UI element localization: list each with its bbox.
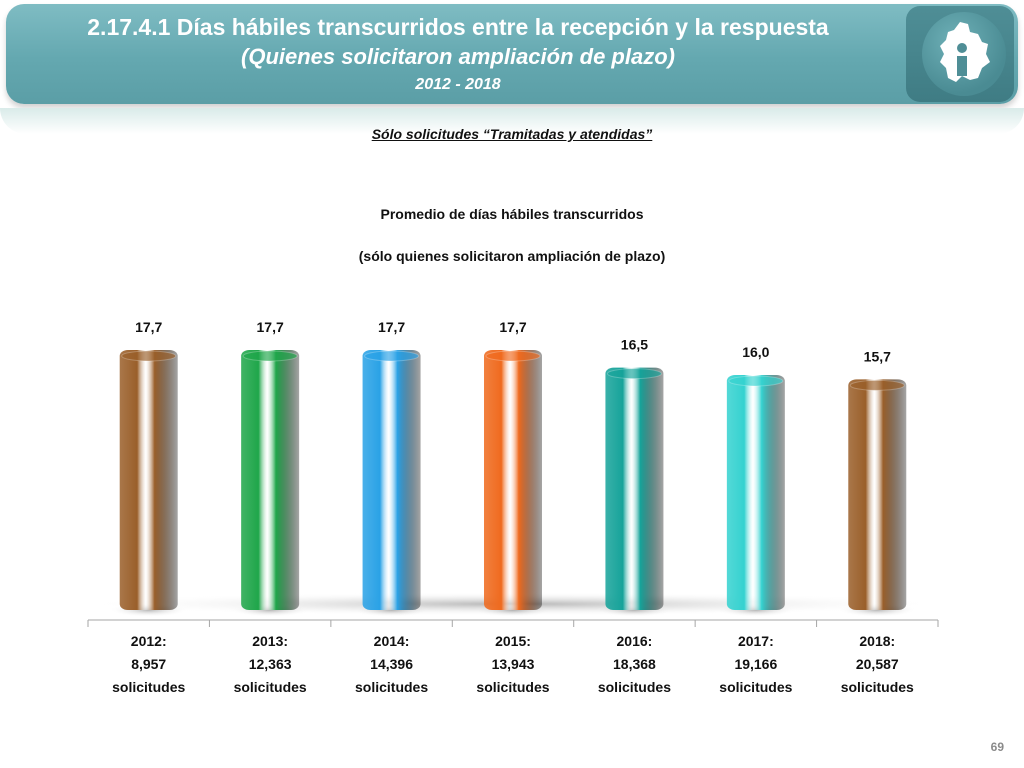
- bar-cap: [121, 350, 177, 362]
- category-label: solicitudes: [355, 679, 428, 695]
- category-label: solicitudes: [841, 679, 914, 695]
- bar: [119, 350, 178, 610]
- data-label: 17,7: [499, 319, 526, 335]
- category-label: solicitudes: [719, 679, 792, 695]
- category-label: 14,396: [370, 656, 413, 672]
- header-banner: [6, 4, 1018, 104]
- category-label: 8,957: [131, 656, 166, 672]
- data-label: 16,5: [621, 337, 648, 353]
- bar-cap: [728, 375, 784, 387]
- page-title: 2.17.4.1 Días hábiles transcurridos entr…: [87, 14, 829, 40]
- bar-cap: [242, 350, 298, 362]
- bar-chart: 17,7 2012: 8,957 solicitudes 17,7 2013: 12,363…: [78, 319, 948, 695]
- bar-cap: [485, 350, 541, 362]
- bar: [241, 350, 300, 610]
- chart-title: Promedio de días hábiles transcurridos: [380, 206, 644, 222]
- category-label: 13,943: [492, 656, 535, 672]
- bar: [726, 374, 785, 610]
- category-label: solicitudes: [598, 679, 671, 695]
- data-label: 16,0: [742, 344, 769, 360]
- category-label: 19,166: [734, 656, 777, 672]
- category-label: solicitudes: [112, 679, 185, 695]
- year-range: 2012 - 2018: [415, 76, 501, 93]
- category-label: 2012:: [131, 633, 167, 649]
- cdmx-map-info-icon: [940, 22, 990, 82]
- bar-cap: [364, 350, 420, 362]
- category-label: 20,587: [856, 656, 899, 672]
- category-label: 2013:: [252, 633, 288, 649]
- category-label: solicitudes: [476, 679, 549, 695]
- bar-cap: [849, 379, 905, 391]
- bar: [484, 350, 542, 610]
- page-number: 69: [990, 740, 1004, 754]
- data-label: 15,7: [864, 348, 891, 364]
- bar: [362, 350, 421, 610]
- category-label: 2015:: [495, 633, 531, 649]
- category-label: 2016:: [617, 633, 653, 649]
- bar: [848, 379, 907, 610]
- chart-subtitle: (sólo quienes solicitaron ampliación de …: [358, 248, 666, 264]
- data-label: 17,7: [378, 319, 405, 335]
- category-label: 2017:: [738, 633, 774, 649]
- data-label: 17,7: [257, 319, 284, 335]
- logo: [906, 6, 1014, 102]
- data-label: 17,7: [135, 319, 162, 335]
- category-label: 2018:: [859, 633, 895, 649]
- bar: [605, 367, 664, 610]
- category-label: 12,363: [249, 656, 292, 672]
- category-label: solicitudes: [234, 679, 307, 695]
- category-label: 2014:: [374, 633, 410, 649]
- header-shine: [0, 108, 1024, 134]
- bar-cap: [606, 368, 662, 380]
- page-subtitle: (Quienes solicitaron ampliación de plazo…: [241, 44, 675, 69]
- logo-circle: [922, 12, 1006, 96]
- category-label: 18,368: [613, 656, 656, 672]
- filter-note: Sólo solicitudes “Tramitadas y atendidas…: [371, 126, 653, 142]
